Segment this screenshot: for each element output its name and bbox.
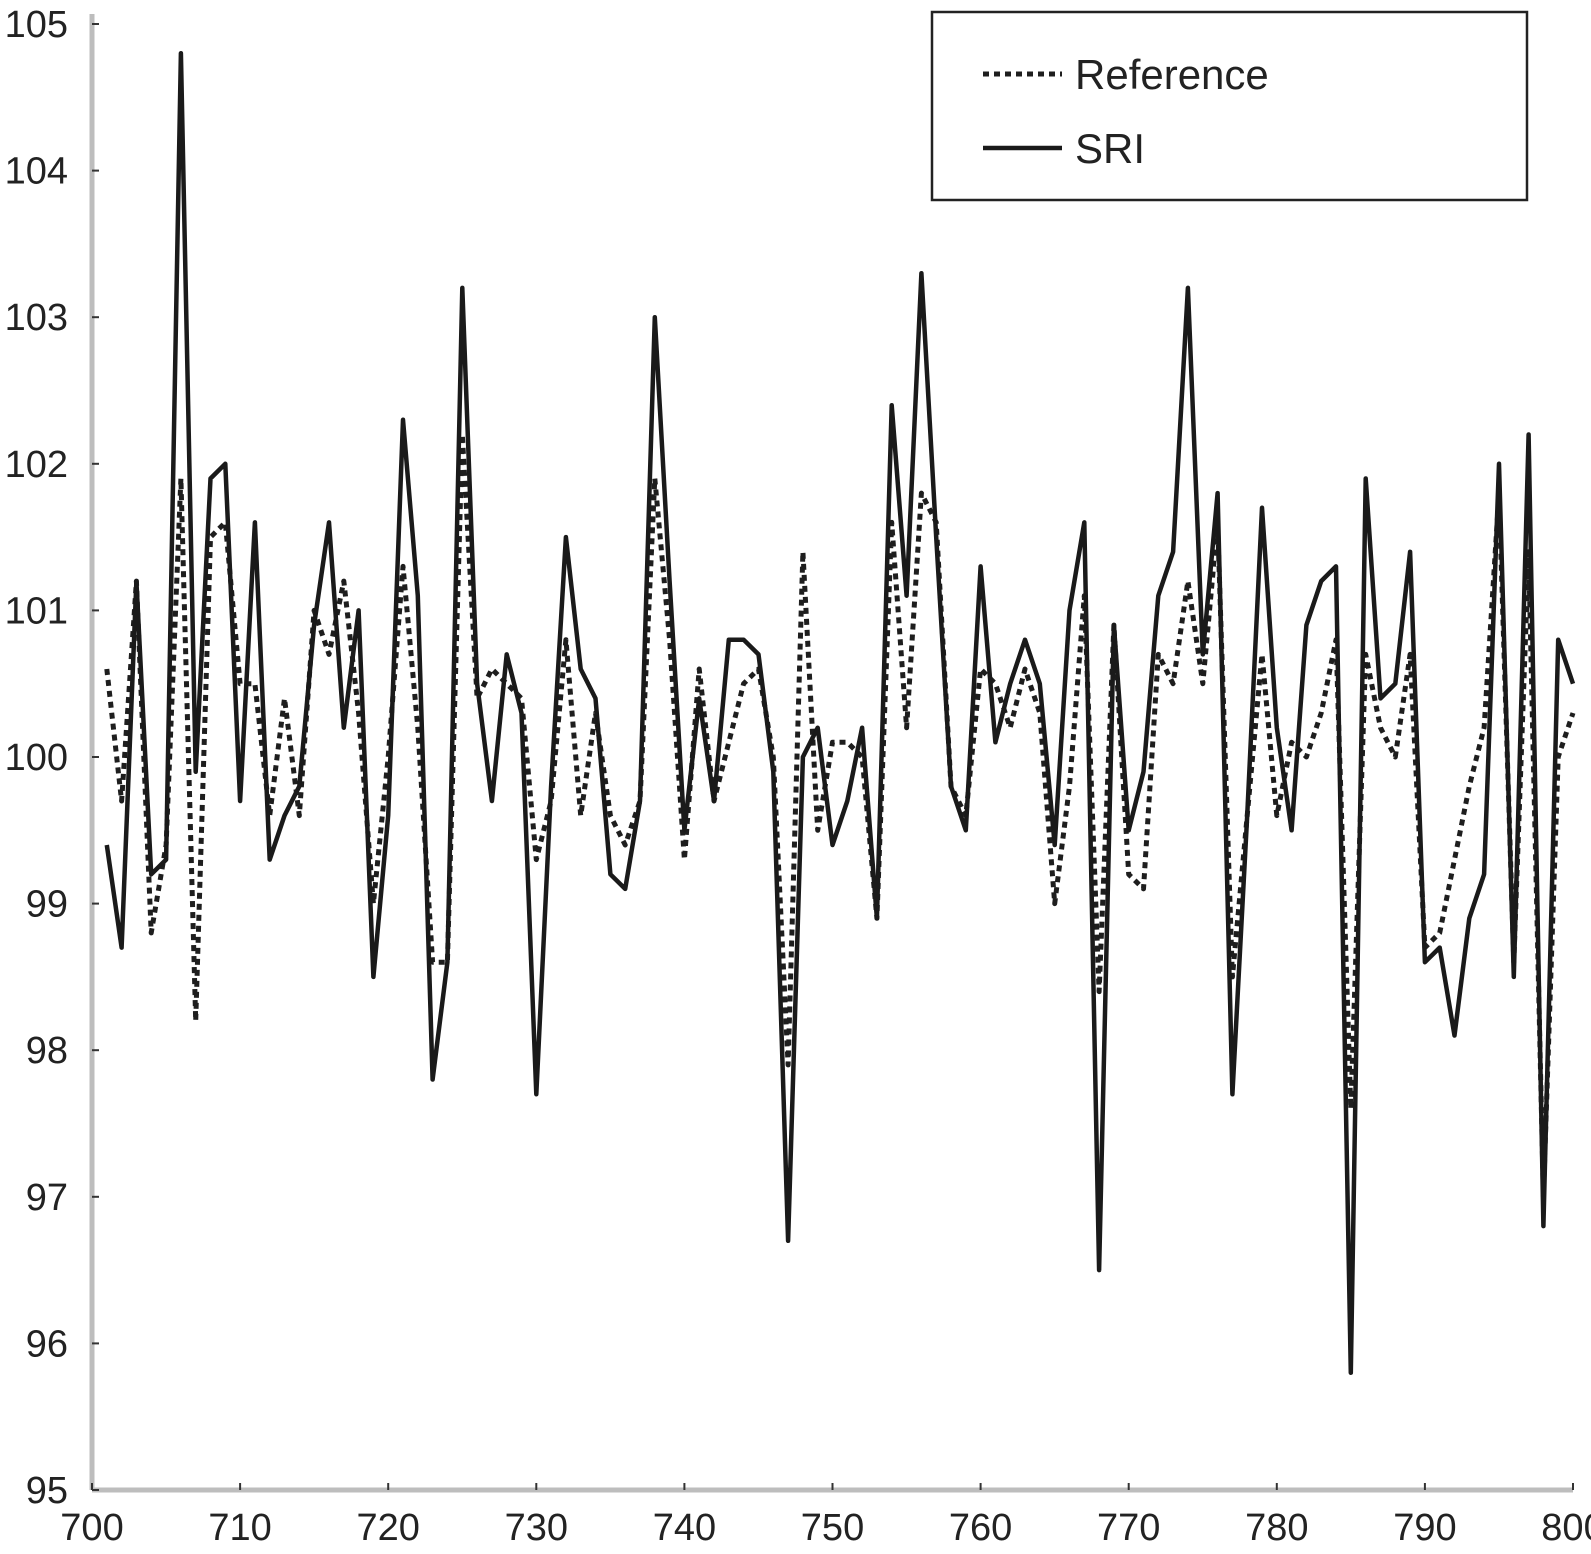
series-layer <box>104 51 1576 1375</box>
y-tick-label: 96 <box>26 1323 68 1365</box>
y-tick-label: 105 <box>5 4 68 46</box>
y-tick-label: 102 <box>5 444 68 486</box>
series-line-reference <box>104 432 1576 1200</box>
x-axis-ticks: 700 710 720 730 740 750 760 770 780 790 800 <box>60 1483 1591 1549</box>
legend: Reference SRI <box>930 10 1529 202</box>
x-tick-label: 750 <box>801 1507 864 1549</box>
x-tick-label: 770 <box>1097 1507 1160 1549</box>
y-tick-label: 104 <box>5 151 68 193</box>
y-tick-label: 100 <box>5 737 68 779</box>
legend-label-reference: Reference <box>1075 51 1269 98</box>
x-tick-label: 720 <box>356 1507 419 1549</box>
series-line-sri <box>104 51 1576 1375</box>
legend-box <box>930 10 1529 202</box>
y-tick-label: 97 <box>26 1177 68 1219</box>
y-axis-ticks: 95 96 97 98 99 100 101 102 103 104 105 <box>5 4 99 1512</box>
x-tick-label: 790 <box>1393 1507 1456 1549</box>
legend-label-sri: SRI <box>1075 125 1145 172</box>
x-tick-label: 700 <box>60 1507 123 1549</box>
x-tick-label: 780 <box>1245 1507 1308 1549</box>
x-tick-label: 760 <box>949 1507 1012 1549</box>
x-tick-label: 800 <box>1541 1507 1591 1549</box>
x-tick-label: 740 <box>653 1507 716 1549</box>
y-tick-label: 103 <box>5 297 68 339</box>
y-tick-label: 95 <box>26 1470 68 1512</box>
y-tick-label: 101 <box>5 590 68 632</box>
y-tick-label: 98 <box>26 1030 68 1072</box>
y-tick-label: 99 <box>26 884 68 926</box>
x-tick-label: 730 <box>505 1507 568 1549</box>
x-tick-label: 710 <box>208 1507 271 1549</box>
